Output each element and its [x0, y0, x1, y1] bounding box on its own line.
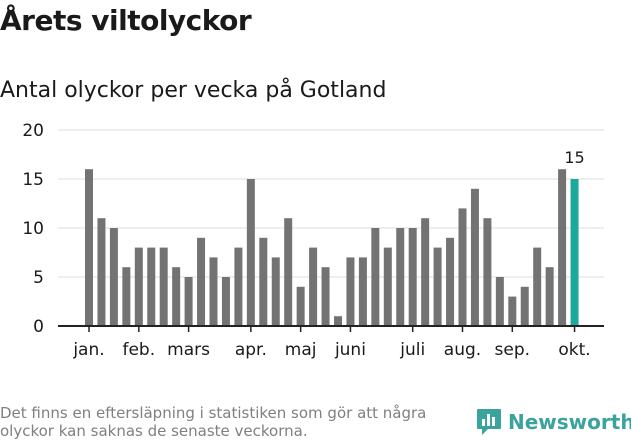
x-tick-label: juni	[334, 340, 366, 360]
bar-chart: 0 5 10 15 20 15 jan. feb. mars apr. maj juni juli aug…	[22, 121, 604, 360]
bar	[259, 237, 268, 326]
x-tick-label: okt.	[558, 340, 590, 360]
bar	[122, 267, 131, 326]
bar	[109, 228, 118, 326]
y-tick-label: 20	[22, 121, 44, 141]
bar	[97, 218, 106, 326]
highlight-value-label: 15	[564, 148, 584, 167]
y-tick-label: 5	[33, 268, 44, 288]
footnote: Det finns en eftersläpning i statistiken…	[0, 404, 427, 440]
bar	[271, 257, 280, 326]
highlight-bar	[570, 179, 579, 326]
x-tick-label: sep.	[495, 340, 531, 360]
bar	[495, 277, 504, 326]
x-tick-label: feb.	[122, 340, 155, 360]
bar	[346, 257, 355, 326]
newsworthy-logo[interactable]: Newsworthy	[476, 408, 631, 436]
bar	[221, 277, 230, 326]
bar	[408, 228, 417, 326]
bar	[483, 218, 492, 326]
y-tick-label: 0	[33, 317, 44, 337]
newsworthy-chat-chart-icon	[477, 409, 501, 435]
x-tick-label: juli	[399, 340, 425, 360]
bar	[284, 218, 293, 326]
bar	[458, 208, 467, 326]
bar	[184, 277, 193, 326]
bar	[533, 247, 542, 326]
bar	[520, 286, 529, 326]
bar	[433, 247, 442, 326]
bar	[321, 267, 330, 326]
bar	[296, 286, 305, 326]
bar	[383, 247, 392, 326]
bar	[558, 169, 567, 326]
bar	[172, 267, 181, 326]
bar	[508, 296, 517, 326]
bar	[147, 247, 156, 326]
x-tick-label: apr.	[235, 340, 267, 360]
x-tick-label: mars	[167, 340, 210, 360]
bar	[545, 267, 554, 326]
bar	[85, 169, 93, 326]
bar	[134, 247, 143, 326]
chart-title: Årets viltolyckor	[0, 4, 252, 37]
brand-name: Newsworthy	[508, 410, 631, 434]
y-tick-label: 10	[22, 219, 44, 239]
bar	[358, 257, 367, 326]
bar	[197, 237, 206, 326]
bar	[396, 228, 405, 326]
x-tick-label: aug.	[444, 340, 481, 360]
x-tick-label: maj	[285, 340, 317, 360]
bar	[234, 247, 243, 326]
x-tick-label: jan.	[72, 340, 104, 360]
chart-subtitle: Antal olyckor per vecka på Gotland	[0, 78, 387, 103]
bar	[421, 218, 430, 326]
bar	[470, 188, 479, 326]
bar	[209, 257, 218, 326]
bar	[334, 316, 342, 326]
bar	[246, 179, 255, 326]
bar	[309, 247, 318, 326]
bar	[446, 237, 455, 326]
bar	[371, 228, 380, 326]
y-tick-label: 15	[22, 170, 44, 190]
bar	[159, 247, 168, 326]
